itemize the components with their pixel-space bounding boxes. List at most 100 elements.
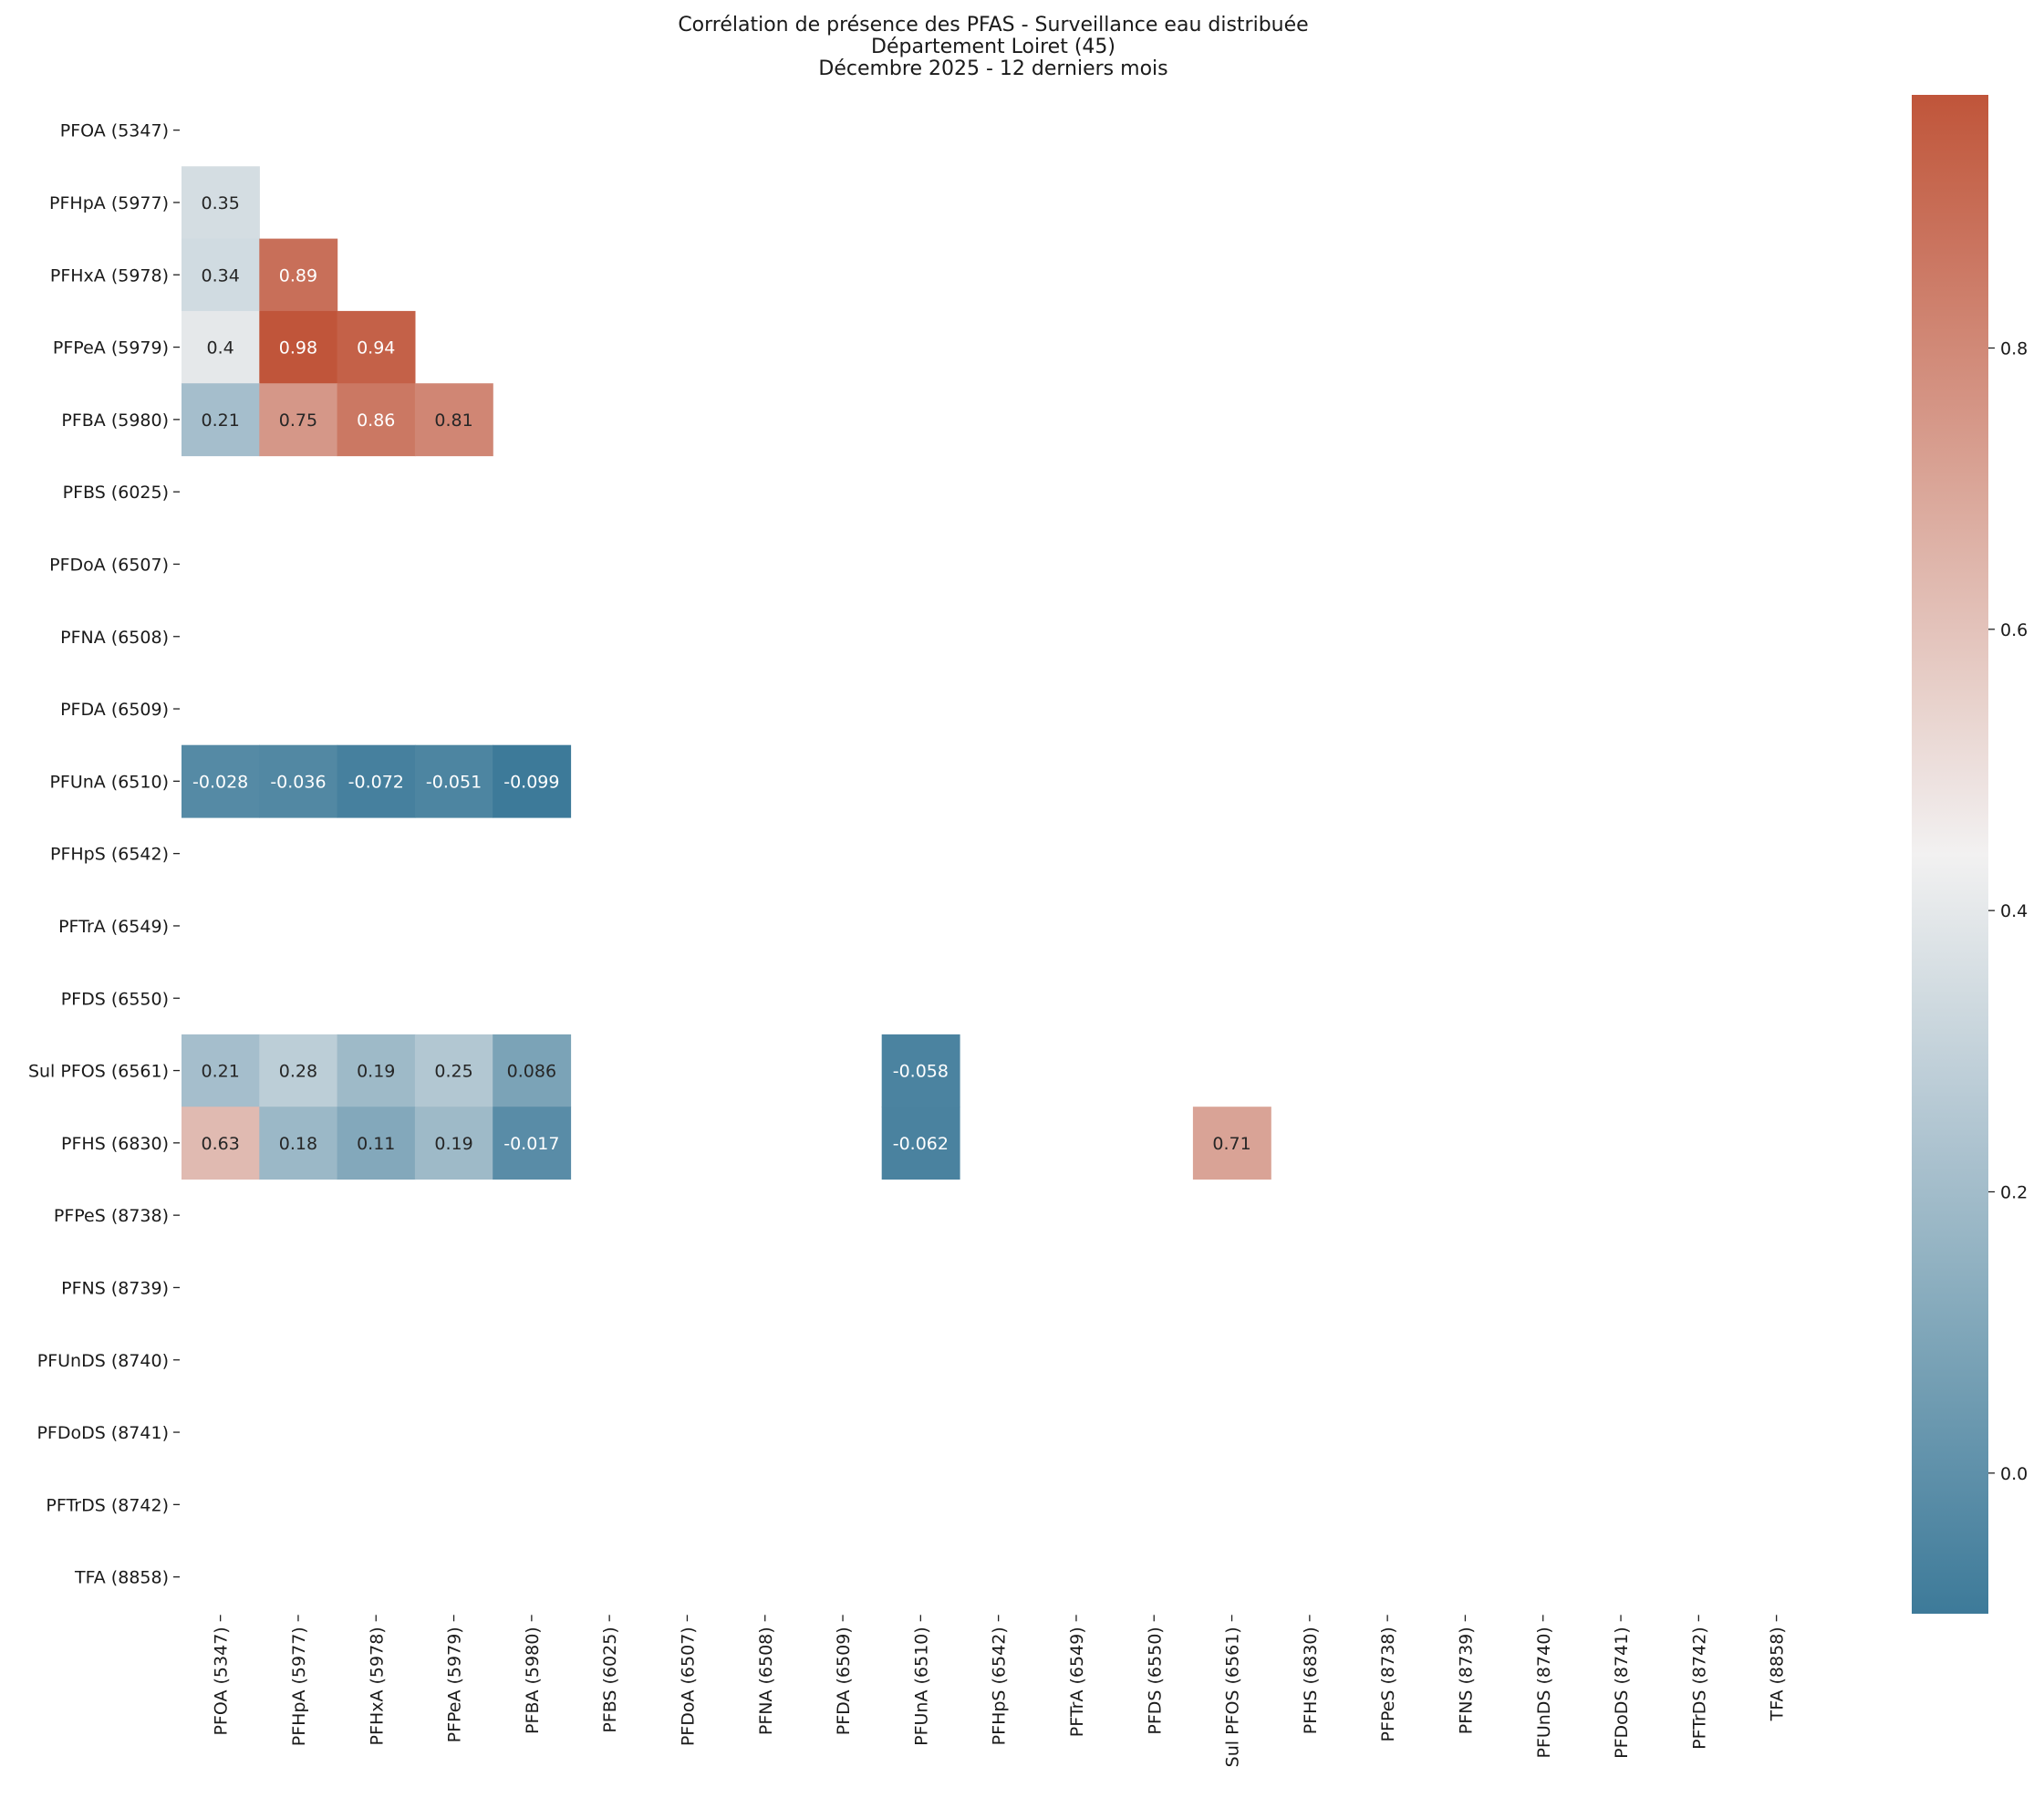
heatmap-cell [182, 166, 260, 240]
heatmap-cell [337, 744, 416, 818]
y-tick-label: PFHpA (5977) [49, 193, 169, 213]
heatmap-cell [259, 1107, 338, 1180]
heatmap-cell [881, 1107, 960, 1180]
colorbar-tick-label: 0.6 [2000, 620, 2028, 640]
x-tick-label: PFPeA (5979) [445, 1627, 465, 1742]
heatmap-cell [182, 310, 260, 384]
cell-value-label: 0.11 [357, 1134, 395, 1154]
cell-value-label: -0.062 [893, 1134, 949, 1154]
cell-value-label: 0.086 [507, 1062, 556, 1082]
heatmap-cell [414, 1034, 493, 1107]
cell-value-label: 0.81 [434, 411, 472, 431]
x-tick-label: PFNS (8739) [1456, 1627, 1476, 1734]
x-tick-label: PFNA (6508) [756, 1627, 776, 1735]
y-tick-label: PFUnDS (8740) [37, 1351, 169, 1371]
cell-value-label: 0.86 [357, 411, 395, 431]
cell-value-label: -0.072 [348, 772, 404, 792]
y-tick-label: PFPeS (8738) [54, 1206, 169, 1226]
heatmap-cell [182, 383, 260, 457]
heatmap-cell [182, 238, 260, 312]
y-tick-label: PFNS (8739) [61, 1278, 169, 1298]
heatmap-cell [182, 1034, 260, 1107]
heatmap-cell [493, 1034, 572, 1107]
colorbar-tick-label: 0.0 [2000, 1464, 2028, 1484]
cell-value-label: 0.21 [201, 411, 239, 431]
colorbar-tick-label: 0.2 [2000, 1183, 2028, 1203]
cell-value-label: 0.4 [207, 338, 234, 359]
heatmap-cells: 0.35 0.34 0.89 0.4 0.98 0.94 0.21 0.75 0.86 0.81 -… [182, 166, 1271, 1180]
heatmap-cell [259, 744, 338, 818]
y-tick-label: PFDoDS (8741) [36, 1423, 169, 1443]
heatmap-cell [414, 1107, 493, 1180]
heatmap-cell [493, 1107, 572, 1180]
chart-title-line: Département Loiret (45) [871, 36, 1115, 58]
x-tick-label: PFUnDS (8740) [1534, 1627, 1554, 1758]
heatmap-cell [414, 744, 493, 818]
cell-value-label: 0.98 [279, 338, 317, 359]
cell-value-label: -0.017 [503, 1134, 559, 1154]
y-tick-label: PFBS (6025) [63, 483, 169, 503]
x-tick-label: PFHxA (5978) [367, 1627, 387, 1745]
cell-value-label: 0.89 [279, 265, 317, 286]
cell-value-label: 0.63 [201, 1134, 239, 1154]
y-tick-label: PFUnA (6510) [49, 772, 169, 792]
y-tick-label: PFNA (6508) [60, 628, 169, 648]
chart-title-line: Décembre 2025 - 12 derniers mois [818, 57, 1167, 80]
x-tick-label: PFHS (6830) [1301, 1627, 1321, 1734]
heatmap-cell [337, 1034, 416, 1107]
x-tick-label: PFHpA (5977) [289, 1627, 309, 1746]
y-tick-label: PFDS (6550) [61, 989, 169, 1009]
x-tick-label: PFUnA (6510) [911, 1627, 931, 1746]
colorbar-gradient [1912, 95, 1988, 1614]
x-tick-label: PFOA (5347) [212, 1627, 232, 1735]
x-tick-label: PFDoA (6507) [678, 1627, 698, 1746]
y-tick-label: PFDoA (6507) [49, 555, 169, 575]
y-axis-tick-labels: PFOA (5347) PFHpA (5977) PFHxA (5978) PFPeA… [28, 121, 180, 1588]
cell-value-label: 0.28 [279, 1062, 317, 1082]
x-tick-label: TFA (8858) [1768, 1627, 1788, 1721]
cell-value-label: -0.058 [893, 1062, 949, 1082]
x-tick-label: PFTrA (6549) [1067, 1627, 1087, 1737]
x-tick-label: PFDA (6509) [834, 1627, 854, 1735]
x-axis-tick-labels: PFOA (5347) PFHpA (5977) PFHxA (5978) PFPeA… [212, 1615, 1788, 1767]
cell-value-label: -0.028 [192, 772, 248, 792]
cell-value-label: 0.71 [1212, 1134, 1250, 1154]
x-tick-label: PFDoDS (8741) [1612, 1627, 1632, 1759]
cell-value-label: -0.099 [503, 772, 559, 792]
cell-value-label: 0.18 [279, 1134, 317, 1154]
heatmap-cell [881, 1034, 960, 1107]
heatmap-cell [259, 238, 338, 312]
cell-value-label: -0.036 [270, 772, 326, 792]
heatmap-cell [493, 744, 572, 818]
cell-value-label: 0.19 [357, 1062, 395, 1082]
cell-value-label: 0.19 [434, 1134, 472, 1154]
y-tick-label: PFOA (5347) [60, 121, 169, 141]
colorbar-tick-label: 0.8 [2000, 339, 2028, 359]
y-tick-label: PFHxA (5978) [50, 265, 169, 286]
y-tick-label: PFHS (6830) [61, 1134, 169, 1154]
colorbar: 0.0 0.2 0.4 0.6 0.8 [1912, 95, 2028, 1614]
chart-title: Corrélation de présence des PFAS - Surve… [678, 14, 1308, 80]
heatmap-cell [259, 383, 338, 457]
y-tick-label: TFA (8858) [74, 1568, 169, 1588]
x-tick-label: PFTrDS (8742) [1689, 1627, 1709, 1750]
heatmap-cell [337, 310, 416, 384]
cell-value-label: 0.21 [201, 1062, 239, 1082]
x-tick-label: PFHpS (6542) [990, 1627, 1010, 1745]
y-tick-label: PFHpS (6542) [50, 845, 169, 865]
heatmap-cell [259, 1034, 338, 1107]
y-tick-label: PFPeA (5979) [53, 338, 169, 359]
y-tick-label: Sul PFOS (6561) [28, 1062, 169, 1082]
heatmap-cell [414, 383, 493, 457]
cell-value-label: 0.25 [434, 1062, 472, 1082]
y-tick-label: PFDA (6509) [60, 700, 169, 720]
y-tick-label: PFTrDS (8742) [46, 1495, 169, 1515]
x-tick-label: Sul PFOS (6561) [1223, 1627, 1243, 1767]
heatmap-cell [259, 310, 338, 384]
y-tick-label: PFBA (5980) [61, 411, 169, 431]
cell-value-label: 0.34 [201, 265, 239, 286]
chart-title-line: Corrélation de présence des PFAS - Surve… [678, 14, 1308, 36]
x-tick-label: PFDS (6550) [1145, 1627, 1165, 1734]
cell-value-label: -0.051 [426, 772, 482, 792]
